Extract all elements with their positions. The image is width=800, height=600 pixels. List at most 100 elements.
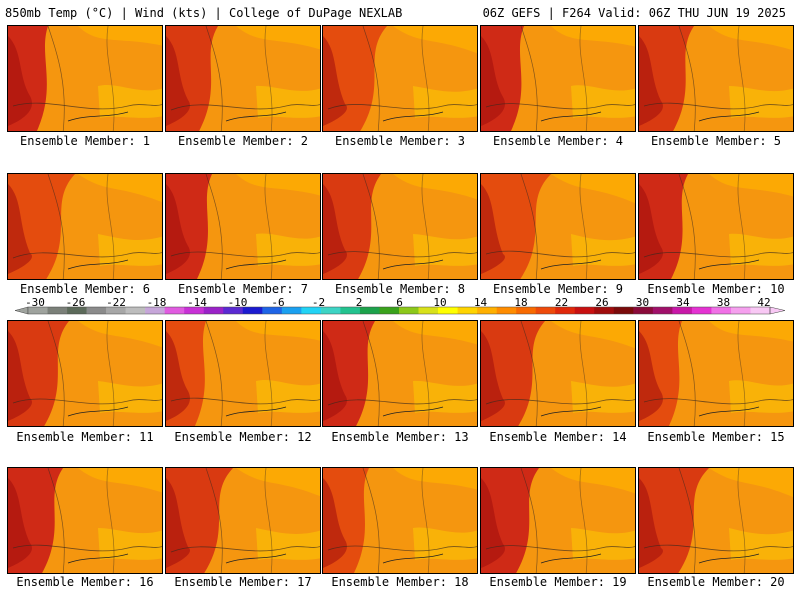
temperature-map bbox=[323, 26, 477, 131]
colorbar-tick-label: 30 bbox=[635, 296, 650, 309]
colorbar-cell bbox=[750, 307, 771, 314]
temperature-colorbar bbox=[14, 306, 786, 315]
colorbar-cell bbox=[184, 307, 205, 314]
temperature-map bbox=[323, 174, 477, 279]
colorbar-cell bbox=[262, 307, 283, 314]
temperature-map bbox=[481, 468, 635, 573]
ensemble-member-label: Ensemble Member: 9 bbox=[492, 282, 624, 296]
colorbar-cell bbox=[379, 307, 400, 314]
colorbar-cell bbox=[652, 307, 673, 314]
ensemble-member-panel bbox=[322, 467, 478, 574]
colorbar-cell bbox=[535, 307, 556, 314]
colorbar-tick-label: -6 bbox=[271, 296, 285, 309]
ensemble-member-panel bbox=[638, 173, 794, 280]
colorbar-tick-label: -18 bbox=[146, 296, 167, 309]
valid-time-title: 06Z GEFS | F264 Valid: 06Z THU JUN 19 20… bbox=[482, 6, 786, 20]
ensemble-member-label: Ensemble Member: 20 bbox=[647, 575, 785, 589]
colorbar-cell bbox=[320, 307, 341, 314]
ensemble-member-label: Ensemble Member: 14 bbox=[489, 430, 627, 444]
ensemble-member-label: Ensemble Member: 6 bbox=[19, 282, 151, 296]
temperature-map bbox=[639, 26, 793, 131]
temperature-map bbox=[8, 321, 162, 426]
colorbar-cell bbox=[164, 307, 185, 314]
temperature-map bbox=[639, 174, 793, 279]
ensemble-member-label: Ensemble Member: 3 bbox=[334, 134, 466, 148]
ensemble-member-panel bbox=[480, 320, 636, 427]
ensemble-member-label: Ensemble Member: 8 bbox=[334, 282, 466, 296]
colorbar-frame bbox=[27, 306, 771, 315]
ensemble-member-panel bbox=[480, 467, 636, 574]
colorbar-cell bbox=[574, 307, 595, 314]
colorbar-cell bbox=[145, 307, 165, 314]
colorbar-tick-label: -14 bbox=[187, 296, 207, 309]
ensemble-member-label: Ensemble Member: 10 bbox=[647, 282, 785, 296]
temperature-map bbox=[8, 174, 162, 279]
temperature-map bbox=[166, 468, 320, 573]
colorbar-cell bbox=[359, 307, 380, 314]
ensemble-member-panel bbox=[165, 320, 321, 427]
temperature-map bbox=[8, 468, 162, 573]
colorbar-cell bbox=[47, 307, 68, 314]
colorbar-tick-label: 38 bbox=[716, 296, 731, 309]
colorbar-cell bbox=[67, 307, 87, 314]
colorbar-cell bbox=[711, 307, 732, 314]
ensemble-member-label: Ensemble Member: 5 bbox=[650, 134, 782, 148]
colorbar-cell bbox=[457, 307, 478, 314]
colorbar-cell bbox=[594, 307, 615, 314]
colorbar-cell bbox=[125, 307, 146, 314]
temperature-map bbox=[481, 321, 635, 426]
temperature-map bbox=[481, 26, 635, 131]
ensemble-member-panel bbox=[638, 320, 794, 427]
colorbar-tick-label: 22 bbox=[554, 296, 569, 309]
ensemble-member-label: Ensemble Member: 2 bbox=[177, 134, 309, 148]
ensemble-member-panel bbox=[638, 467, 794, 574]
ensemble-member-panel bbox=[7, 25, 163, 132]
colorbar-cell bbox=[516, 307, 536, 314]
ensemble-member-panel bbox=[165, 467, 321, 574]
colorbar-tick-label: -2 bbox=[311, 296, 326, 309]
colorbar-cell bbox=[555, 307, 576, 314]
colorbar-tick-label: 18 bbox=[514, 296, 528, 309]
ensemble-member-label: Ensemble Member: 18 bbox=[331, 575, 469, 589]
ensemble-member-panel bbox=[322, 320, 478, 427]
colorbar-cell bbox=[242, 307, 263, 314]
ensemble-member-label: Ensemble Member: 4 bbox=[492, 134, 624, 148]
colorbar-tick-label: -30 bbox=[25, 296, 45, 309]
colorbar-cell bbox=[106, 307, 126, 314]
ensemble-member-label: Ensemble Member: 15 bbox=[647, 430, 785, 444]
colorbar-cell bbox=[613, 307, 634, 314]
colorbar-tick-label: -10 bbox=[227, 296, 248, 309]
ensemble-member-panel bbox=[480, 173, 636, 280]
colorbar-tick-label: 6 bbox=[396, 296, 403, 309]
temperature-map bbox=[166, 174, 320, 279]
colorbar-tick-label: 10 bbox=[433, 296, 447, 309]
colorbar-cell bbox=[28, 307, 48, 314]
colorbar-cell bbox=[301, 307, 322, 314]
temperature-map bbox=[166, 321, 320, 426]
ensemble-member-label: Ensemble Member: 12 bbox=[174, 430, 312, 444]
ensemble-member-panel bbox=[7, 320, 163, 427]
colorbar-cell bbox=[672, 307, 693, 314]
colorbar-cell bbox=[223, 307, 244, 314]
colorbar-tick-label: -22 bbox=[106, 296, 126, 309]
ensemble-member-label: Ensemble Member: 13 bbox=[331, 430, 469, 444]
colorbar-cell bbox=[477, 307, 497, 314]
ensemble-member-label: Ensemble Member: 17 bbox=[174, 575, 312, 589]
colorbar-tick-label: 26 bbox=[595, 296, 609, 309]
temperature-map bbox=[166, 26, 320, 131]
colorbar-cell bbox=[86, 307, 107, 314]
temperature-map bbox=[323, 468, 477, 573]
colorbar-tick-label: 34 bbox=[676, 296, 690, 309]
colorbar-high-arrow bbox=[769, 306, 786, 315]
colorbar-cell bbox=[281, 307, 302, 314]
ensemble-member-panel bbox=[7, 467, 163, 574]
colorbar-cell bbox=[340, 307, 361, 314]
colorbar-tick-label: 14 bbox=[473, 296, 488, 309]
colorbar-cell bbox=[399, 307, 419, 314]
colorbar-cell bbox=[418, 307, 439, 314]
ensemble-member-label: Ensemble Member: 7 bbox=[177, 282, 309, 296]
colorbar-cell bbox=[730, 307, 751, 314]
ensemble-member-label: Ensemble Member: 16 bbox=[16, 575, 154, 589]
temperature-map bbox=[323, 321, 477, 426]
colorbar-tick-label: -26 bbox=[65, 296, 86, 309]
